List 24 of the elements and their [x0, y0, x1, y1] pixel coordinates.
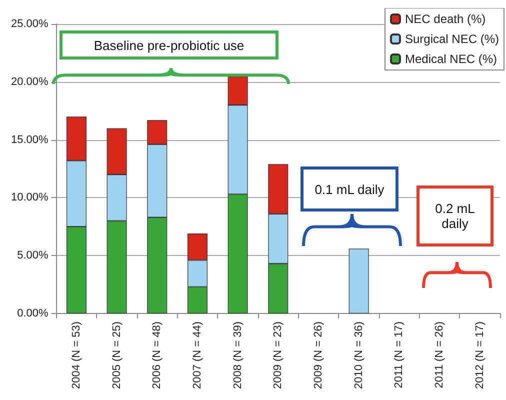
y-tick-label: 0.00%	[17, 307, 49, 320]
legend-label: Surgical NEC (%)	[404, 32, 500, 46]
x-tick-label: 2010 (N = 36)	[352, 321, 365, 390]
x-tick-label: 2007 (N = 44)	[191, 321, 204, 390]
x-tick-label: 2008 (N = 39)	[232, 321, 244, 390]
legend-label: Medical NEC (%)	[404, 52, 497, 66]
x-tick-label: 2011 (N = 17)	[393, 321, 406, 388]
x-tick-label: 2009 (N = 23)	[272, 321, 284, 390]
annotation: 0.1 mL daily	[314, 180, 386, 199]
annotation: 0.2 mL daily	[434, 200, 476, 233]
x-tick-label: 2012 (N = 17)	[474, 321, 486, 390]
x-tick-label: 2006 (N = 48)	[151, 321, 164, 390]
legend-label: NEC death (%)	[404, 12, 486, 26]
x-tick-label: 2009 (N = 26)	[312, 321, 324, 390]
y-tick-label: 25.00%	[10, 18, 49, 30]
annotation: Baseline pre-probiotic use	[92, 36, 246, 55]
x-tick-label: 2011 (N = 26)	[433, 321, 446, 388]
y-tick-label: 10.00%	[10, 192, 49, 204]
y-tick-label: 5.00%	[17, 250, 49, 262]
x-tick-label: 2005 (N = 25)	[110, 321, 123, 390]
x-tick-label: 2004 (N = 53)	[70, 321, 82, 390]
bar	[348, 248, 369, 314]
y-tick-label: 15.00%	[10, 134, 49, 146]
y-tick-label: 20.00%	[10, 76, 49, 88]
